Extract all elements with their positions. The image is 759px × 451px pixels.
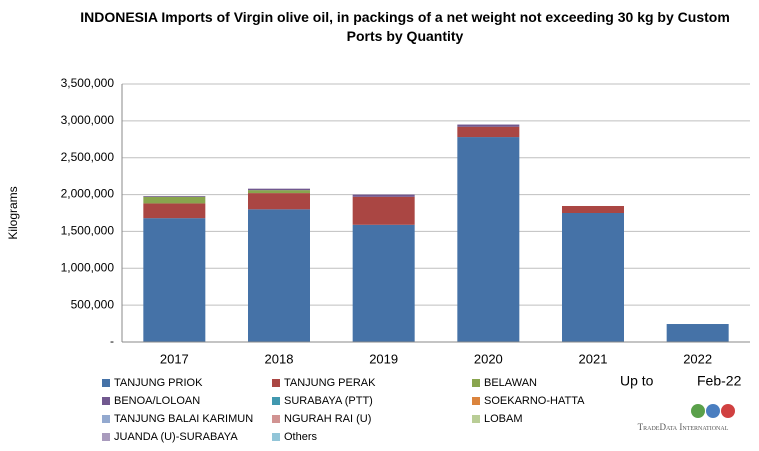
bar-segment [562,205,624,213]
y-tick-label: 500,000 [71,297,115,311]
y-tick-label: 1,500,000 [61,224,115,238]
logo-icon [706,404,720,418]
annotation: Up to [620,373,654,389]
bar-segment [457,126,520,138]
chart-title: INDONESIA Imports of Virgin olive oil, i… [80,9,730,44]
annotation: Feb-22 [697,373,742,389]
legend-swatch [472,379,480,387]
legend-label: SOEKARNO-HATTA [484,395,585,407]
legend-swatch [102,379,110,387]
legend-label: Others [284,431,318,443]
bar-segment [352,196,415,225]
y-tick-label: 3,000,000 [61,113,115,127]
bar-segment [248,209,310,342]
bar-segment [352,224,415,342]
y-tick-label: 2,500,000 [61,150,115,164]
bar-segment [143,203,206,219]
legend-label: TANJUNG BALAI KARIMUN [114,413,253,425]
legend-label: BENOA/LOLOAN [114,395,200,407]
legend-label: LOBAM [484,413,523,425]
legend-label: NGURAH RAI (U) [284,413,371,425]
bar-segment [143,196,206,197]
legend-swatch [272,379,280,387]
y-tick-label: 3,500,000 [61,76,115,90]
y-tick-label: 2,000,000 [61,187,115,201]
bar-segment [352,194,415,197]
legend-swatch [102,397,110,405]
bar-segment [457,124,520,127]
legend-swatch [102,433,110,441]
legend-swatch [472,397,480,405]
bar-segment [666,324,729,342]
legend-swatch [272,397,280,405]
x-tick-label: 2021 [579,351,608,366]
x-tick-label: 2020 [474,351,503,366]
bar-segment [248,190,310,194]
legend-label: BELAWAN [484,377,537,389]
bar-segment [143,196,206,204]
bar-segment [457,137,520,342]
y-tick-label: - [110,334,114,348]
legend-label: TANJUNG PERAK [284,377,376,389]
logo-icon [721,404,735,418]
y-tick-label: 1,000,000 [61,260,115,274]
bar-segment [143,218,206,342]
bar-segment [248,193,310,210]
legend-swatch [272,433,280,441]
legend-swatch [102,415,110,423]
x-tick-label: 2019 [369,351,398,366]
legend-swatch [472,415,480,423]
x-tick-label: 2017 [160,351,189,366]
x-tick-label: 2022 [683,351,712,366]
logo-icon [691,404,705,418]
legend-label: SURABAYA (PTT) [284,395,373,407]
bar-segment [562,213,624,342]
logo-text: TradeData International [638,422,729,432]
bar-segment [248,188,310,191]
legend-label: TANJUNG PRIOK [114,377,203,389]
legend-swatch [272,415,280,423]
legend-label: JUANDA (U)-SURABAYA [114,431,238,443]
x-tick-label: 2018 [265,351,294,366]
y-axis-label: Kilograms [6,186,20,239]
